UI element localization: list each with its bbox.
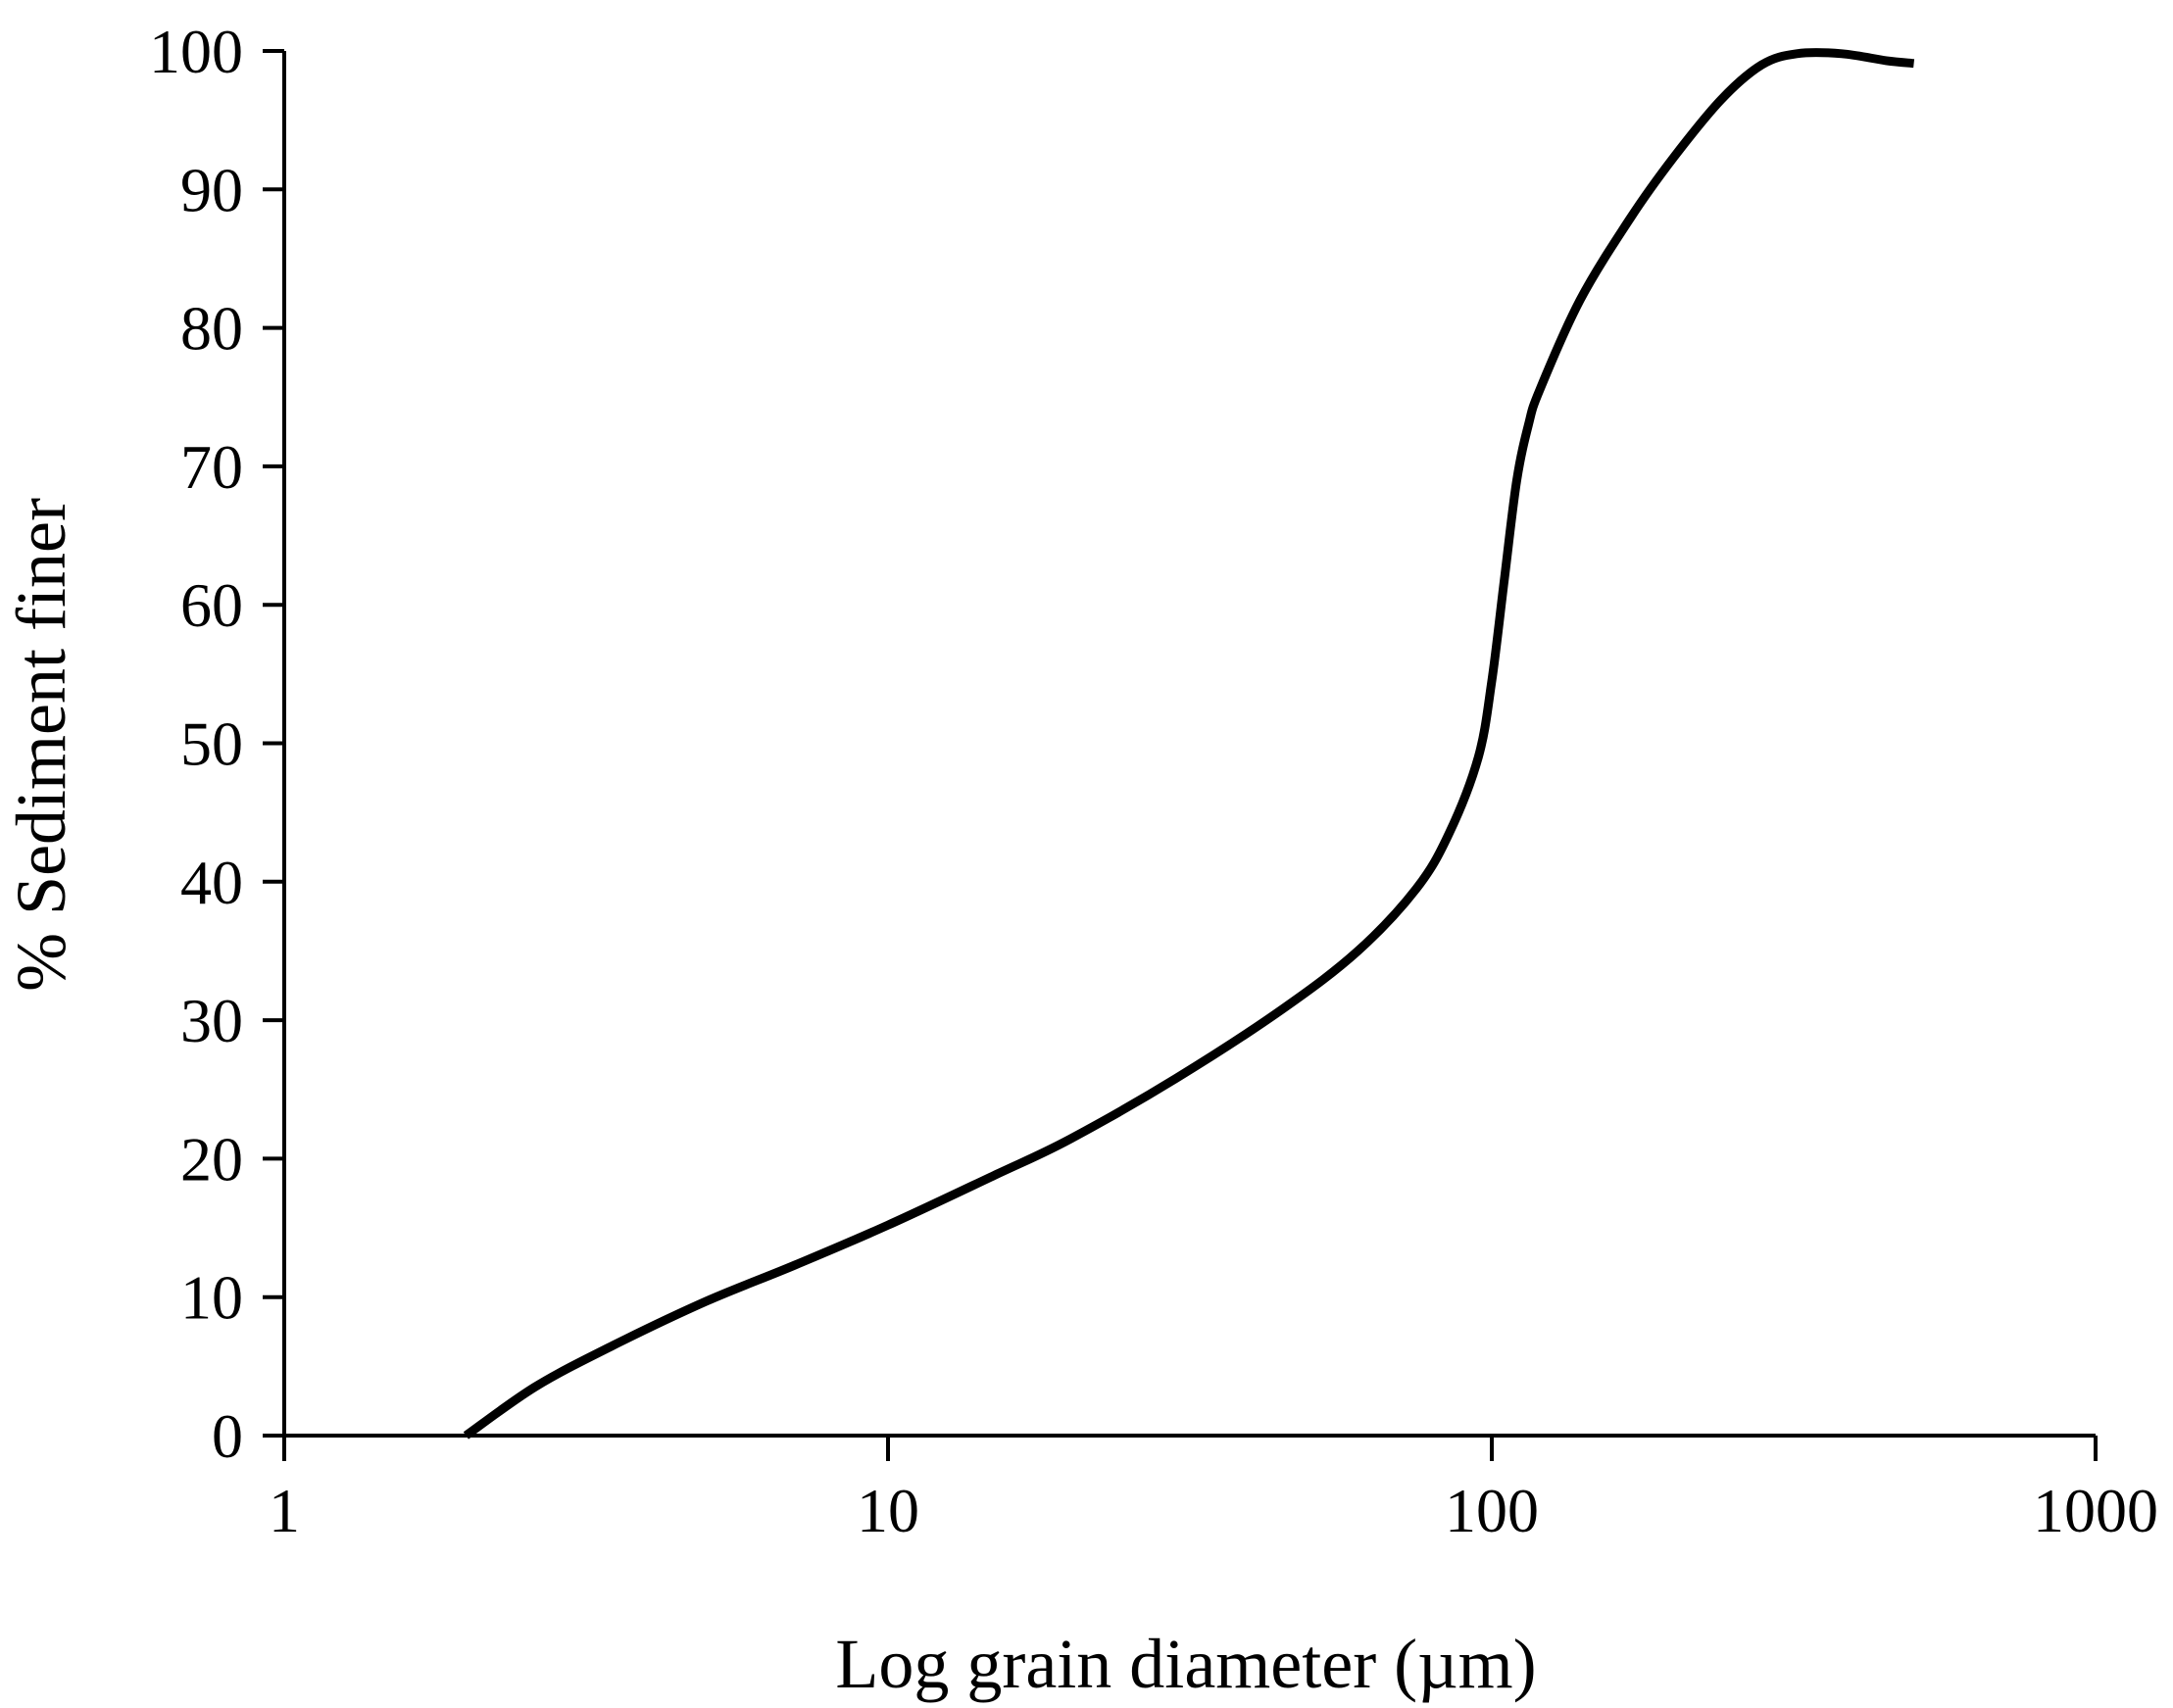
y-tick-label: 70 (180, 432, 243, 502)
y-axis-title: % Sediment finer (2, 498, 80, 992)
x-tick-label: 1000 (2033, 1476, 2158, 1545)
y-tick-label: 60 (180, 570, 243, 640)
y-tick-label: 10 (180, 1263, 243, 1333)
series-group (463, 48, 1915, 1440)
x-axis-title: Log grain diameter (µm) (835, 1625, 1536, 1703)
y-tick-label: 90 (180, 155, 243, 224)
y-tick-label: 0 (212, 1401, 243, 1471)
y-tick-label: 40 (180, 848, 243, 917)
y-tick-label: 30 (180, 986, 243, 1055)
x-tick-label: 100 (1445, 1476, 1539, 1545)
y-tick-label: 50 (180, 709, 243, 779)
x-axis: 1 10 100 1000 (269, 1434, 2158, 1545)
series-line (463, 48, 1915, 1440)
y-axis: 0 10 20 30 40 50 60 70 80 90 100 (149, 17, 286, 1471)
y-tick-label: 80 (180, 294, 243, 364)
y-tick-label: 20 (180, 1124, 243, 1194)
x-tick-label: 1 (269, 1476, 300, 1545)
y-tick-label: 100 (149, 17, 243, 86)
x-tick-label: 10 (857, 1476, 919, 1545)
